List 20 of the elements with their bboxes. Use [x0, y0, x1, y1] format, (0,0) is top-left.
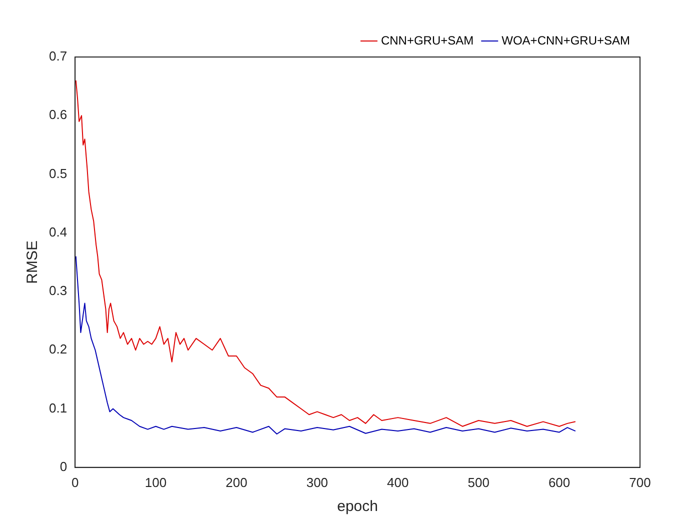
y-tick-label: 0.3 — [48, 283, 68, 298]
x-tick-label: 300 — [306, 474, 328, 490]
y-tick-label: 0 — [60, 458, 68, 474]
y-tick-label: 0.5 — [48, 166, 68, 181]
x-tick-label: 600 — [548, 474, 570, 490]
y-tick-label: 0.1 — [48, 400, 68, 416]
x-axis-title: epoch — [337, 498, 378, 516]
y-tick-label: 0.7 — [48, 48, 68, 64]
x-tick-label: 700 — [629, 474, 651, 490]
legend-label: WOA+CNN+GRU+SAM — [502, 33, 630, 48]
y-axis-title: RMSE — [24, 240, 42, 284]
x-tick-label: 400 — [387, 474, 409, 490]
y-tick-label: 0.4 — [48, 224, 68, 240]
legend-label: CNN+GRU+SAM — [380, 33, 474, 48]
x-tick-label: 100 — [144, 474, 167, 490]
x-tick-label: 500 — [468, 474, 490, 490]
y-tick-label: 0.6 — [48, 107, 68, 122]
y-tick-label: 0.2 — [48, 342, 68, 357]
x-tick-label: 0 — [71, 474, 79, 490]
x-tick-label: 200 — [226, 474, 248, 490]
